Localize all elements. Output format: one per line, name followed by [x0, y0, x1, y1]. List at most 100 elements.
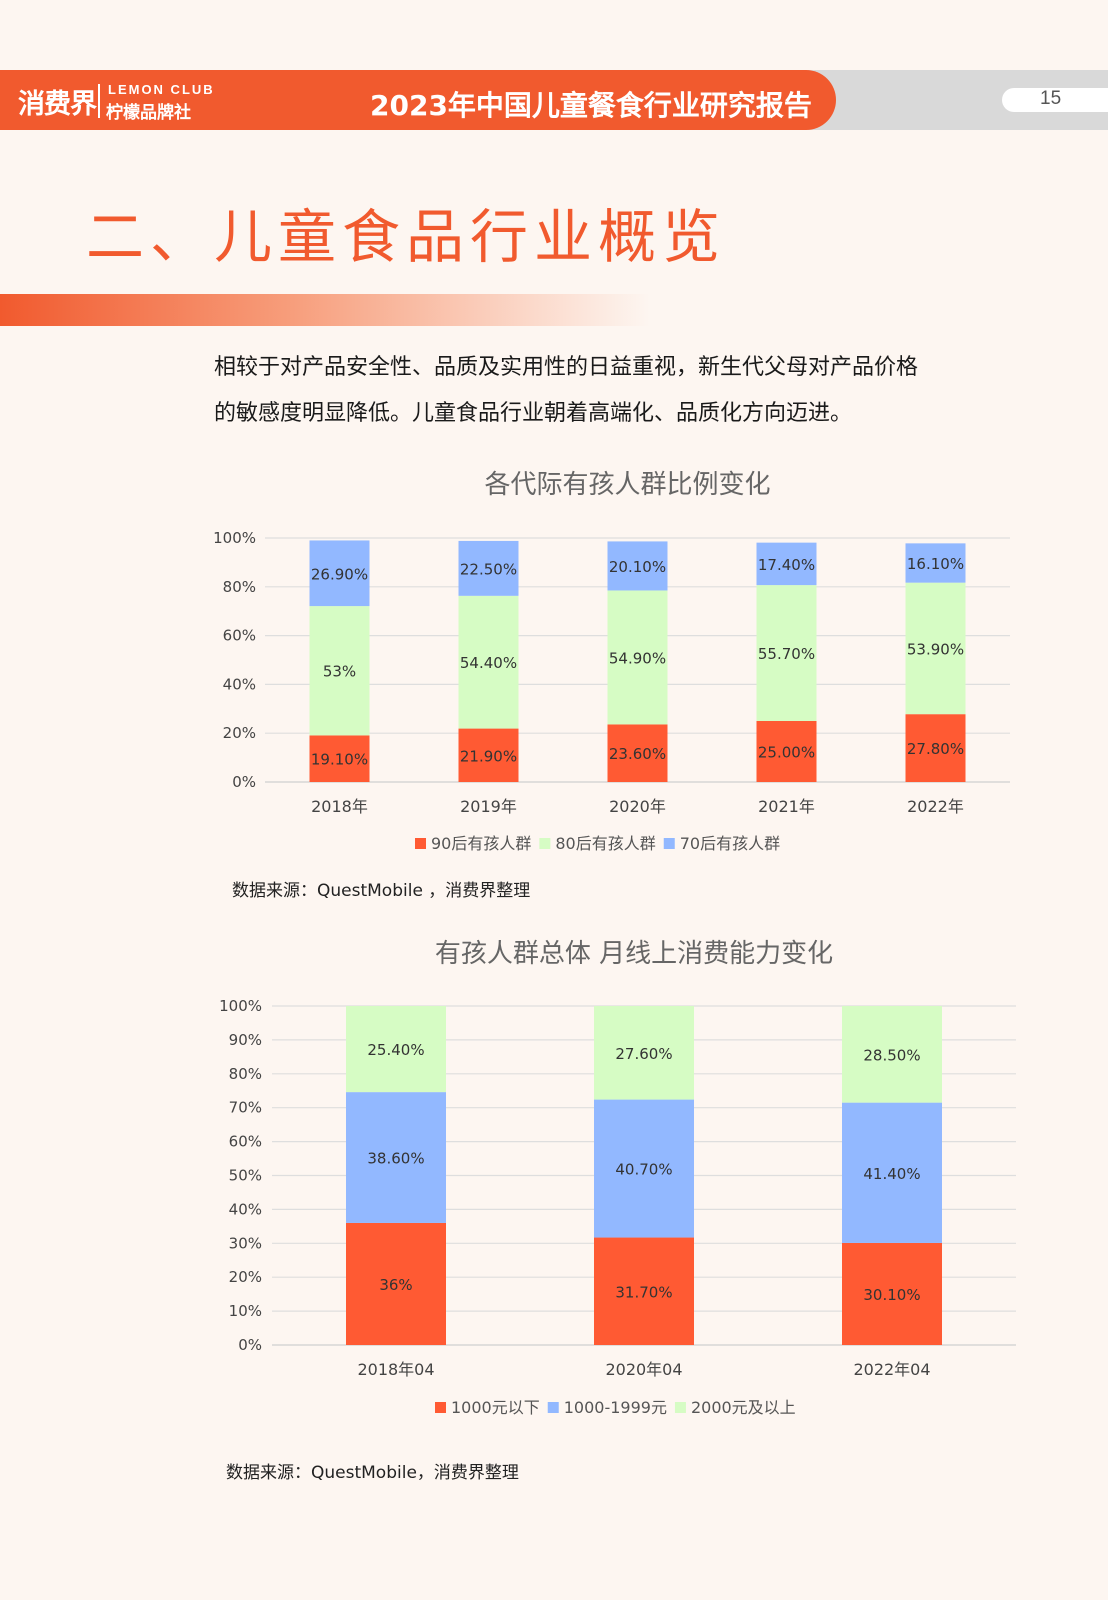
chart1-data-label: 53.90% [907, 640, 964, 658]
chart1-source: 数据来源：QuestMobile ，消费界整理 [232, 881, 531, 901]
chart2-y-tick-label: 0% [238, 1336, 262, 1354]
chart2-y-tick-label: 100% [219, 997, 262, 1015]
chart1-data-label: 54.90% [609, 649, 666, 667]
chart2-data-label: 27.60% [615, 1045, 672, 1063]
chart1-y-tick-label: 80% [223, 578, 256, 596]
report-title: 2023年中国儿童餐食行业研究报告 [370, 89, 812, 122]
intro-line-1: 相较于对产品安全性、品质及实用性的日益重视，新生代父母对产品价格 [214, 355, 919, 380]
chart1-x-tick-label: 2019年 [460, 797, 517, 816]
chart1-bar-2 [756, 585, 817, 721]
intro-paragraph: 相较于对产品安全性、品质及实用性的日益重视，新生代父母对产品价格 的敏感度明显降… [214, 345, 1014, 437]
chart1-legend-label: 90后有孩人群 [431, 834, 531, 853]
chart2-bar-1 [842, 1242, 942, 1345]
chart1-data-label: 22.50% [460, 560, 517, 578]
chart2-legend-swatch [435, 1402, 446, 1413]
chart2-bar-2 [842, 1102, 942, 1243]
chart2-bar-3 [594, 1006, 694, 1100]
chart1-data-label: 20.10% [609, 558, 666, 576]
chart1-title: 各代际有孩人群比例变化 [484, 470, 770, 500]
chart1-bar-3 [607, 541, 668, 591]
chart1-bar-2 [309, 606, 370, 736]
chart1-data-label: 54.40% [460, 654, 517, 672]
chart1-y-tick-label: 100% [213, 529, 256, 547]
chart2-data-label: 25.40% [367, 1041, 424, 1059]
chart2-y-tick-label: 50% [229, 1167, 262, 1185]
chart2-y-tick-label: 20% [229, 1268, 262, 1286]
chart1-data-label: 53% [323, 663, 356, 681]
chart1-legend-swatch [415, 838, 426, 849]
chart1-bar-2 [905, 582, 966, 715]
chart2-data-label: 38.60% [367, 1150, 424, 1168]
page-number-pill [1002, 88, 1108, 112]
chart1-legend-swatch [663, 838, 675, 849]
chart1-data-label: 25.00% [758, 744, 815, 762]
chart1-y-tick-label: 20% [223, 724, 256, 742]
chart1-legend-swatch [539, 838, 551, 849]
chart2-legend-label: 1000-1999元 [564, 1398, 667, 1417]
chart2-data-label: 30.10% [863, 1286, 920, 1304]
chart2-y-tick-label: 30% [229, 1234, 262, 1252]
chart1-bar-3 [756, 542, 817, 586]
chart1-bar-2 [607, 590, 668, 725]
chart2-legend-label: 2000元及以上 [691, 1398, 796, 1417]
chart2-bar-3 [842, 1006, 942, 1103]
page-number: 15 [1040, 88, 1062, 109]
chart1-bar-1 [309, 735, 370, 782]
chart2-bar-3 [346, 1006, 446, 1093]
chart2-legend-swatch [547, 1402, 559, 1413]
chart2-y-tick-label: 10% [229, 1302, 262, 1320]
section-gradient-bar [0, 294, 650, 326]
chart1-data-label: 23.60% [609, 745, 666, 763]
chart1-x-tick-label: 2022年 [907, 797, 964, 816]
chart1-legend-label: 70后有孩人群 [680, 834, 780, 853]
chart1-data-label: 26.90% [311, 565, 368, 583]
chart2-y-tick-label: 60% [229, 1133, 262, 1151]
chart1-bar-3 [905, 543, 966, 583]
chart1-x-tick-label: 2021年 [758, 797, 815, 816]
chart1-x-tick-label: 2020年 [609, 797, 666, 816]
chart1-bar-3 [458, 540, 519, 596]
intro-line-2: 的敏感度明显降低。儿童食品行业朝着高端化、品质化方向迈进。 [214, 401, 853, 426]
chart1-y-tick-label: 40% [223, 675, 256, 693]
brand-logo: 消费界 [18, 89, 97, 120]
chart2-bar-2 [346, 1092, 446, 1223]
chart2-bar-1 [346, 1222, 446, 1345]
chart2-y-tick-label: 40% [229, 1200, 262, 1218]
chart2-data-label: 41.40% [863, 1165, 920, 1183]
chart2-data-label: 36% [379, 1276, 412, 1294]
chart1-bar-2 [458, 595, 519, 729]
chart1-bar-1 [607, 724, 668, 782]
chart1-data-label: 27.80% [907, 740, 964, 758]
chart2-y-tick-label: 70% [229, 1099, 262, 1117]
chart2-title: 有孩人群总体 月线上消费能力变化 [435, 939, 833, 969]
section-title: 二、儿童食品行业概览 [86, 203, 727, 271]
chart2-y-tick-label: 80% [229, 1065, 262, 1083]
chart2-y-tick-label: 90% [229, 1031, 262, 1049]
chart2-x-tick-label: 2020年04 [605, 1360, 682, 1379]
chart1-bar-1 [905, 714, 966, 782]
chart2-bar-2 [594, 1099, 694, 1238]
chart1-data-label: 16.10% [907, 555, 964, 573]
chart2-data-label: 40.70% [615, 1161, 672, 1179]
logo-divider [98, 84, 100, 118]
chart1-data-label: 17.40% [758, 556, 815, 574]
chart2-x-tick-label: 2022年04 [853, 1360, 930, 1379]
chart1-data-label: 55.70% [758, 645, 815, 663]
chart2-source: 数据来源：QuestMobile，消费界整理 [226, 1463, 519, 1483]
chart2-data-label: 31.70% [615, 1283, 672, 1301]
header-band-orange [0, 70, 836, 130]
chart1-y-tick-label: 0% [232, 773, 256, 791]
chart1-bar-1 [458, 728, 519, 782]
chart1-data-label: 19.10% [311, 751, 368, 769]
chart1-y-tick-label: 60% [223, 627, 256, 645]
chart1-bar-1 [756, 721, 817, 782]
chart2-legend-swatch [674, 1402, 686, 1413]
chart1-bar-3 [309, 540, 370, 607]
brand-sub-cn: 柠檬品牌社 [106, 103, 191, 123]
chart2-legend-label: 1000元以下 [451, 1398, 540, 1417]
chart1-legend-label: 80后有孩人群 [555, 834, 655, 853]
chart1-x-tick-label: 2018年 [311, 797, 368, 816]
brand-sub-en: LEMON CLUB [108, 82, 215, 97]
chart2-x-tick-label: 2018年04 [357, 1360, 434, 1379]
